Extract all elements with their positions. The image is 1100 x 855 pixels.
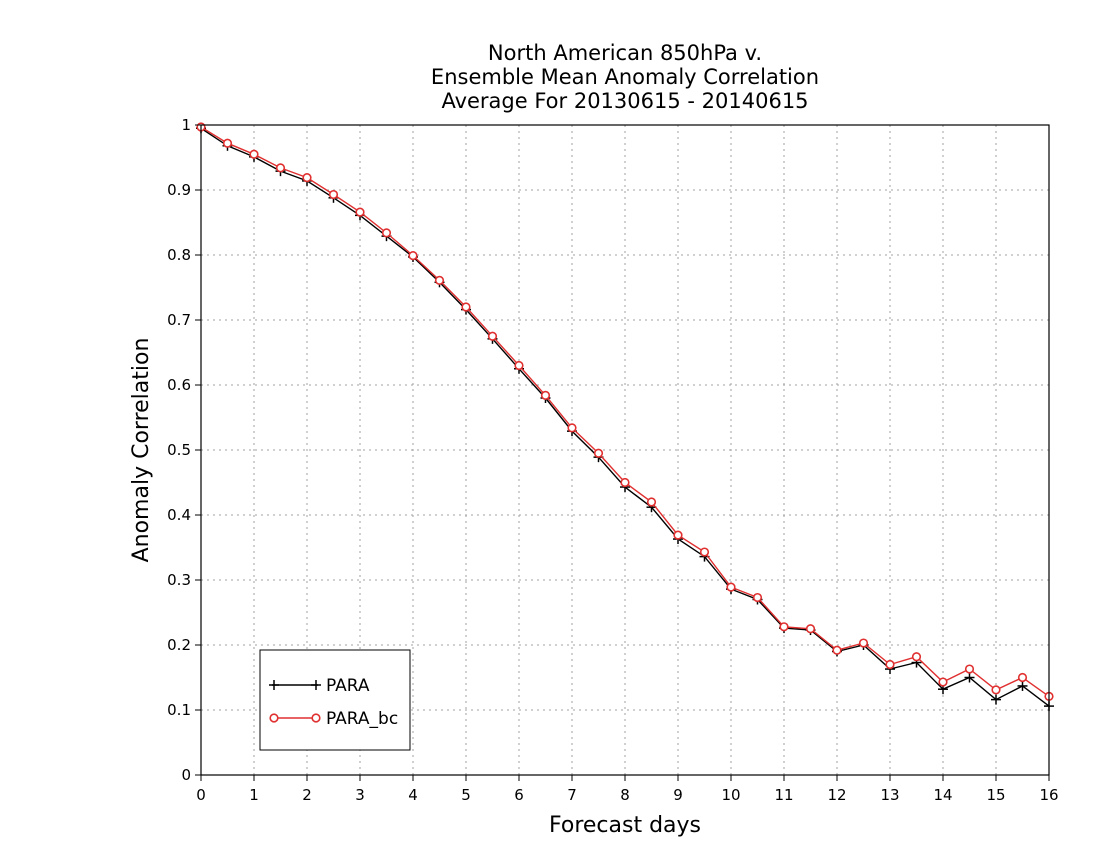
x-tick-label: 11 — [774, 786, 793, 804]
data-point-para-bc — [991, 685, 1001, 695]
legend: PARA PARA_bc — [259, 649, 411, 751]
legend-marker-para-bc — [311, 713, 321, 723]
x-tick-label: 12 — [827, 786, 846, 804]
x-tick-label: 10 — [721, 786, 740, 804]
data-point-para-bc — [911, 652, 922, 662]
data-point-para-bc — [726, 582, 736, 592]
legend-box — [259, 649, 411, 751]
data-point-para-bc — [302, 173, 312, 183]
data-point-para-bc — [752, 592, 763, 603]
data-point-para-bc — [805, 624, 816, 634]
data-point-para-bc — [514, 360, 524, 371]
data-point-para-bc — [434, 275, 445, 285]
data-point-para-bc — [222, 138, 233, 148]
data-point-para-bc — [1017, 672, 1028, 683]
data-point-para-bc — [938, 677, 948, 687]
series-lines — [196, 122, 1054, 712]
x-tick-label: 15 — [986, 786, 1005, 804]
data-point-para — [991, 694, 1001, 705]
data-point-para-bc — [567, 423, 577, 433]
x-tick-label: 13 — [880, 786, 899, 804]
y-axis-label: Anomaly Correlation — [129, 338, 154, 563]
title-line-2: Ensemble Mean Anomaly Correlation — [431, 65, 819, 89]
series-para — [196, 123, 1054, 712]
x-tick-label: 1 — [249, 786, 259, 804]
x-tick-label: 16 — [1039, 786, 1058, 804]
legend-marker-para — [269, 680, 279, 690]
series-line-para-bc — [200, 126, 1050, 697]
y-tick-label: 1 — [181, 116, 191, 134]
x-tick-label: 7 — [567, 786, 577, 804]
legend-marker-para-bc — [269, 713, 279, 723]
series-para-bc — [196, 122, 1054, 701]
y-tick-label: 0.8 — [167, 246, 191, 264]
y-tick-label: 0.5 — [167, 441, 191, 459]
legend-label-para-bc: PARA_bc — [326, 709, 398, 729]
legend-label-para: PARA — [326, 676, 370, 696]
x-tick-label: 14 — [933, 786, 952, 804]
data-point-para-bc — [673, 530, 683, 540]
data-point-para-bc — [487, 331, 498, 341]
x-axis-label: Forecast days — [549, 813, 701, 838]
y-tick-label: 0.1 — [167, 701, 191, 719]
data-point-para — [1017, 680, 1028, 691]
x-tick-label: 2 — [302, 786, 312, 804]
data-point-para-bc — [328, 189, 339, 200]
data-point-para-bc — [620, 477, 630, 488]
y-tick-label: 0.4 — [167, 506, 191, 524]
data-point-para-bc — [275, 163, 286, 173]
x-tick-label: 9 — [673, 786, 683, 804]
x-tick-label: 5 — [461, 786, 471, 804]
data-point-para-bc — [885, 659, 895, 670]
title-line-3: Average For 20130615 - 20140615 — [441, 89, 808, 113]
y-tick-label: 0.6 — [167, 376, 191, 394]
series-line-para — [200, 127, 1050, 707]
y-tick-label: 0.3 — [167, 571, 191, 589]
data-point-para-bc — [355, 207, 365, 217]
data-point-para-bc — [832, 645, 842, 655]
x-tick-label: 6 — [514, 786, 524, 804]
data-point-para-bc — [593, 448, 604, 458]
y-tick-label: 0.2 — [167, 636, 191, 654]
data-point-para-bc — [408, 251, 418, 261]
legend-marker-para — [311, 680, 321, 690]
data-point-para-bc — [381, 228, 392, 238]
y-tick-label: 0 — [181, 766, 191, 784]
data-point-para-bc — [540, 390, 551, 401]
y-tick-label: 0.9 — [167, 181, 191, 199]
data-point-para-bc — [964, 664, 975, 674]
x-tick-label: 0 — [196, 786, 206, 804]
y-axis-ticks: 0 0.1 0.2 0.3 0.4 0.5 0.6 0.7 0.8 0.9 1 — [167, 116, 201, 784]
title-line-1: North American 850hPa v. — [488, 41, 762, 65]
data-point-para-bc — [699, 547, 710, 557]
x-tick-label: 8 — [620, 786, 630, 804]
data-point-para-bc — [249, 149, 259, 159]
data-point-para-bc — [858, 638, 869, 648]
data-point-para-bc — [779, 622, 789, 632]
data-point-para-bc — [646, 497, 657, 507]
data-point-para-bc — [461, 302, 471, 312]
x-tick-label: 4 — [408, 786, 418, 804]
data-point-para — [964, 672, 975, 683]
x-axis-ticks: 0 1 2 3 4 5 6 7 8 9 10 11 12 13 14 15 16 — [196, 775, 1059, 804]
y-tick-label: 0.7 — [167, 311, 191, 329]
chart-title: North American 850hPa v. Ensemble Mean A… — [431, 41, 819, 113]
x-tick-label: 3 — [355, 786, 365, 804]
